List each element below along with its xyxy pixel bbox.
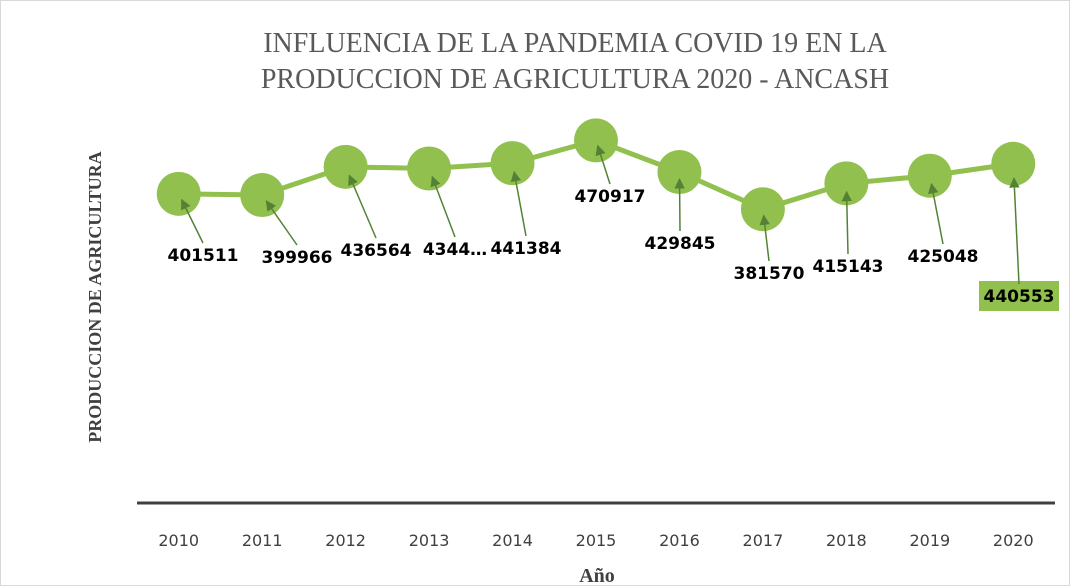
data-label: 440553 bbox=[984, 287, 1055, 307]
data-label: 401511 bbox=[168, 246, 239, 266]
y-axis-title: PRODUCCION DE AGRICULTURA bbox=[85, 151, 105, 442]
data-label: 425048 bbox=[908, 247, 979, 267]
data-point bbox=[407, 146, 452, 191]
data-point bbox=[991, 141, 1036, 186]
data-label: 441384 bbox=[491, 239, 562, 259]
data-label: 399966 bbox=[262, 248, 333, 268]
label-arrow bbox=[510, 170, 527, 237]
data-point bbox=[574, 118, 618, 163]
x-tick-label: 2015 bbox=[576, 531, 617, 550]
x-tick-label: 2018 bbox=[826, 531, 867, 550]
data-label: 4344… bbox=[423, 240, 487, 260]
data-point bbox=[824, 161, 869, 206]
x-tick-label: 2014 bbox=[492, 531, 533, 550]
data-point bbox=[907, 153, 952, 198]
label-arrow bbox=[348, 174, 377, 239]
chart-title: PRODUCCION DE AGRICULTURA 2020 - ANCASH bbox=[261, 64, 889, 95]
x-axis-title: Año bbox=[579, 565, 615, 586]
label-arrow bbox=[180, 198, 204, 244]
chart-title: INFLUENCIA DE LA PANDEMIA COVID 19 EN LA bbox=[263, 28, 887, 59]
label-arrow bbox=[430, 175, 456, 238]
label-arrow bbox=[1009, 177, 1020, 285]
label-arrow bbox=[759, 214, 770, 262]
x-tick-label: 2010 bbox=[158, 531, 199, 550]
x-tick-label: 2012 bbox=[325, 531, 366, 550]
x-tick-label: 2020 bbox=[993, 531, 1034, 550]
label-arrow bbox=[928, 182, 944, 245]
data-label: 381570 bbox=[734, 264, 805, 284]
label-arrow bbox=[265, 200, 298, 246]
label-arrow bbox=[841, 190, 853, 255]
data-point bbox=[490, 141, 535, 186]
label-box bbox=[979, 281, 1059, 311]
data-point bbox=[240, 173, 285, 218]
x-tick-label: 2019 bbox=[909, 531, 950, 550]
data-point bbox=[323, 144, 368, 189]
x-tick-label: 2013 bbox=[409, 531, 450, 550]
data-point bbox=[740, 187, 785, 232]
label-arrow bbox=[595, 144, 611, 185]
data-point bbox=[156, 171, 201, 216]
x-tick-label: 2016 bbox=[659, 531, 700, 550]
x-tick-label: 2017 bbox=[743, 531, 784, 550]
data-label: 429845 bbox=[645, 234, 716, 254]
x-tick-label: 2011 bbox=[242, 531, 283, 550]
data-label: 436564 bbox=[341, 241, 412, 261]
data-label: 415143 bbox=[813, 257, 884, 277]
data-point bbox=[657, 150, 702, 195]
data-label: 470917 bbox=[575, 187, 646, 207]
